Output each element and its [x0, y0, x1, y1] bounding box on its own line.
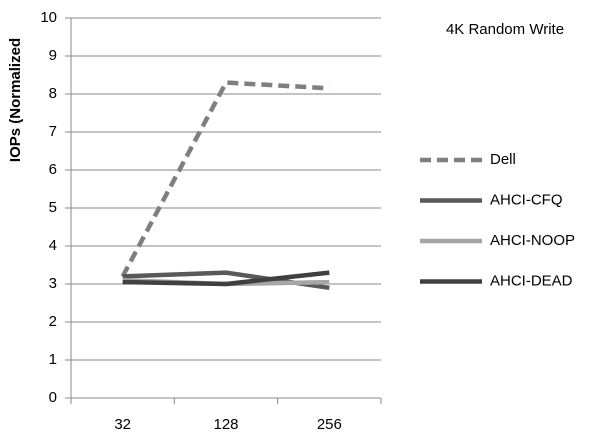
series-line [120, 80, 330, 278]
y-tick-label: 3 [49, 275, 57, 292]
series-line [122, 270, 330, 287]
legend-label: AHCI-NOOP [490, 232, 575, 249]
legend-label: AHCI-CFQ [490, 191, 563, 208]
x-tick-label: 128 [213, 416, 238, 433]
chart-title: 4K Random Write [446, 21, 564, 38]
y-tick-label: 7 [49, 123, 57, 140]
y-tick-label: 0 [49, 389, 57, 406]
y-tick-label: 4 [49, 237, 57, 254]
y-tick-label: 6 [49, 161, 57, 178]
y-axis-label: IOPs (Normalized [7, 38, 24, 162]
legend-label: AHCI-DEAD [490, 272, 573, 289]
legend-label: Dell [490, 151, 516, 168]
y-tick-label: 2 [49, 313, 57, 330]
y-tick-label: 8 [49, 85, 57, 102]
y-tick-label: 1 [49, 351, 57, 368]
y-tick-label: 10 [40, 9, 57, 26]
x-tick-label: 256 [317, 416, 342, 433]
y-tick-label: 5 [49, 199, 57, 216]
x-tick-label: 32 [114, 416, 131, 433]
y-tick-label: 9 [49, 47, 57, 64]
